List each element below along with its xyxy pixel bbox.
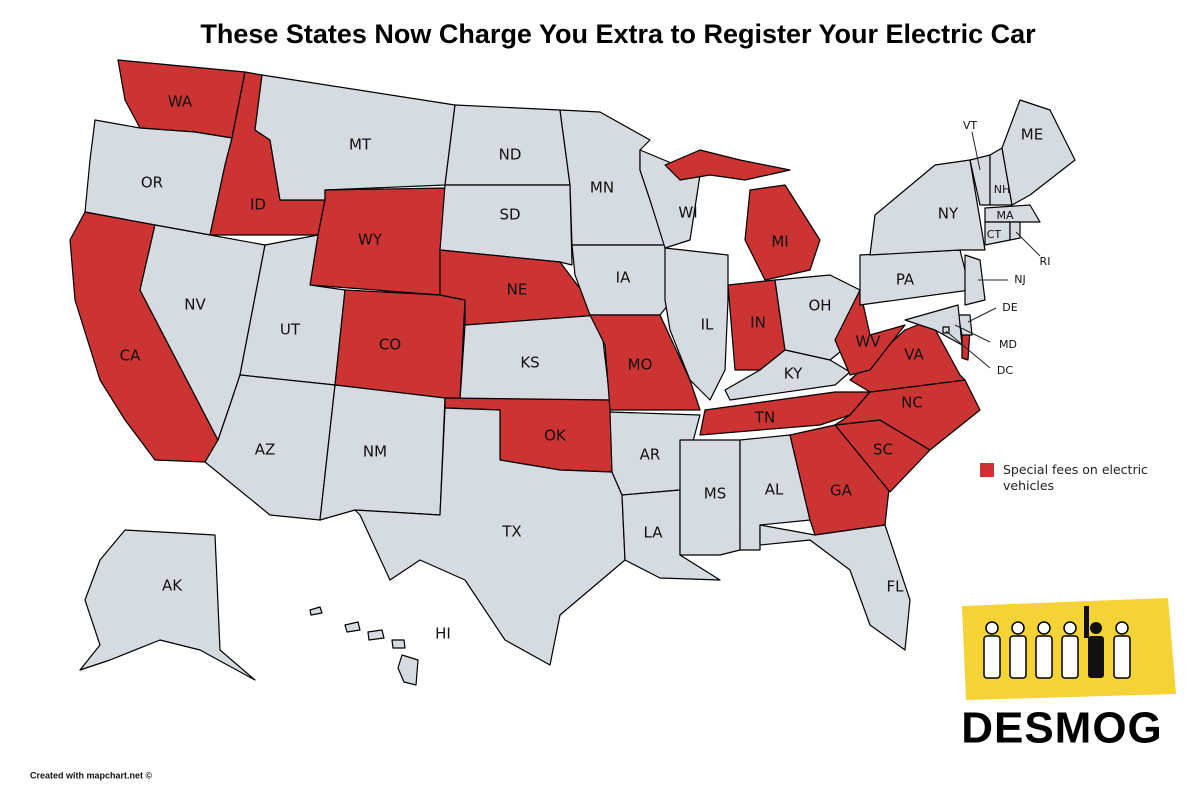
state-label: DC [997,364,1013,377]
state-label: CO [379,336,401,354]
state-label: KY [784,365,803,383]
state-label: NY [938,205,959,223]
state [334,289,466,401]
state-label: ME [1021,126,1043,144]
state-label: OR [141,174,163,192]
state-label: LA [644,524,664,542]
legend-swatch [980,463,994,477]
state-labels: WA OR CA ID NV MT WY UT CO AZ NM ND SD NE KS OK TX MN IA MO… [120,93,1051,643]
state-label: IA [616,269,631,287]
state [79,529,256,681]
state-label: NH [994,183,1011,196]
state-label: MN [590,179,614,197]
state-label: IN [750,314,766,332]
state-label: IL [701,316,714,334]
state-label: KS [520,354,539,372]
state [664,247,729,401]
leader [1015,231,1041,257]
state-label: TN [754,409,775,427]
state-label: CA [120,347,141,365]
leader-lines [945,131,1041,369]
state-label: AK [162,577,183,595]
state [309,606,323,616]
state-label: CT [987,228,1002,241]
state-label: MO [628,356,653,374]
state-label: NE [507,281,528,299]
state-label: NC [901,394,923,412]
state-label: MI [771,233,788,251]
state [984,204,1041,223]
legend-text-cont: vehicles [1003,478,1054,493]
title: These States Now Charge You Extra to Reg… [200,19,1036,49]
state-label: NJ [1014,273,1025,286]
state-label: SC [873,441,893,459]
state-label: VT [963,119,978,132]
state [1009,221,1021,241]
state [964,254,986,306]
leader [971,131,981,171]
state-label: SD [499,206,520,224]
state-label: FL [887,578,905,596]
state [397,654,419,686]
leader [945,330,991,369]
state-label: WI [678,204,697,222]
state-label: HI [435,625,451,643]
state [759,524,911,651]
state [664,149,791,181]
state [849,319,966,393]
credit: Created with mapchart.net © [30,770,153,780]
state [589,314,701,411]
state [344,621,361,633]
leader [954,324,991,343]
state [391,639,406,649]
state-label: RI [1040,255,1051,268]
state-label: ND [499,146,522,164]
state-label: DE [1002,301,1017,314]
logo-figures [983,621,1131,679]
state [869,159,986,256]
state-label: NV [184,296,206,314]
state [859,249,971,306]
state-label: MA [996,209,1013,222]
logo-raised-figure [1084,606,1104,678]
logo-text: DESMOG [961,704,1163,753]
state [834,379,981,451]
state-label: PA [896,271,915,289]
legend-label: Special fees on electric vehicles [1003,462,1152,493]
state-label: UT [280,321,301,339]
state-label: GA [830,482,853,500]
state-label: VA [904,346,924,364]
state-label: ID [250,196,266,214]
state-label: OK [544,427,567,445]
legend-text: Special fees on electric [1003,462,1148,477]
state-label: MT [349,136,372,154]
state-label: WY [358,231,383,249]
state [367,629,385,641]
state-label: WA [168,93,193,111]
state [724,349,851,401]
logo: DESMOG [961,598,1176,753]
states [69,59,1076,686]
state-label: AR [640,446,661,464]
state [1001,99,1076,206]
state [942,326,950,334]
state-label: TX [501,523,521,541]
leader [967,307,997,323]
state-label: OH [808,297,831,315]
state-label: MS [704,485,726,503]
state-label: WV [855,333,881,351]
state-label: MD [999,338,1017,351]
state [744,184,821,281]
state [439,184,573,266]
state-label: AZ [255,441,276,459]
state-label: AL [765,481,784,499]
state-label: NM [363,443,387,461]
